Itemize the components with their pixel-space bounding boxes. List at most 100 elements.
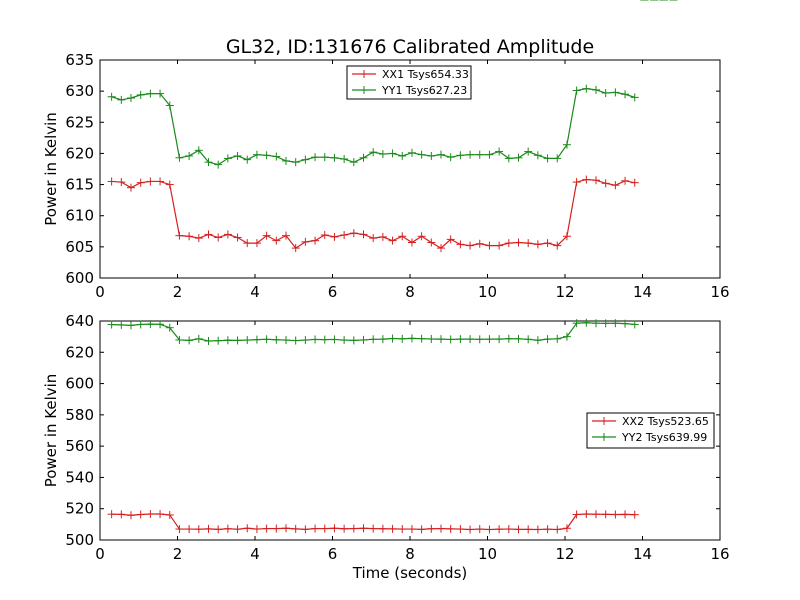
data-point xyxy=(252,150,261,159)
data-point xyxy=(185,525,194,534)
data-point xyxy=(165,510,174,519)
data-point xyxy=(582,175,591,184)
data-point xyxy=(214,233,223,242)
data-point xyxy=(233,525,242,534)
data-point xyxy=(388,524,397,533)
data-point xyxy=(417,150,426,159)
data-point xyxy=(601,319,610,328)
data-point xyxy=(427,238,436,247)
data-point xyxy=(592,176,600,185)
data-point xyxy=(572,178,581,187)
x-tick-label: 8 xyxy=(405,545,415,563)
data-point xyxy=(175,153,184,162)
data-point xyxy=(369,148,378,157)
x-tick-label: 14 xyxy=(633,545,652,563)
y-tick-label: 540 xyxy=(65,468,94,486)
data-point xyxy=(621,176,630,185)
data-point xyxy=(398,525,407,534)
data-point xyxy=(233,233,242,242)
data-point xyxy=(533,336,542,345)
legend: XX1 Tsys654.33 YY1 Tsys627.23 xyxy=(346,65,472,100)
series-yy xyxy=(107,0,678,346)
legend: XX2 Tsys523.65 YY2 Tsys639.99 xyxy=(586,412,715,449)
data-point xyxy=(543,239,552,248)
data-point xyxy=(446,235,455,244)
data-point xyxy=(349,229,358,238)
data-point xyxy=(282,156,290,165)
x-tick-label: 0 xyxy=(95,283,105,301)
data-point xyxy=(194,146,203,155)
data-point xyxy=(456,151,465,160)
data-point xyxy=(562,332,571,341)
data-point xyxy=(485,335,494,344)
data-point xyxy=(204,230,213,239)
data-point xyxy=(514,238,523,247)
data-point xyxy=(524,147,533,156)
data-point xyxy=(117,320,126,329)
data-point xyxy=(456,335,465,344)
x-tick-label: 16 xyxy=(710,545,729,563)
data-point xyxy=(185,232,194,241)
data-point xyxy=(311,335,320,344)
x-tick-label: 4 xyxy=(250,283,260,301)
data-point xyxy=(456,240,465,249)
data-point xyxy=(282,524,290,533)
data-point xyxy=(243,239,252,248)
data-point xyxy=(320,335,329,344)
data-point xyxy=(349,158,358,167)
legend-label: XX2 Tsys523.65 xyxy=(622,415,709,428)
data-point xyxy=(359,335,368,344)
data-point xyxy=(330,153,339,162)
x-tick-label: 6 xyxy=(328,545,338,563)
data-point xyxy=(621,90,630,99)
data-point xyxy=(543,525,552,534)
x-tick-label: 6 xyxy=(328,283,338,301)
data-point xyxy=(630,93,639,102)
data-point xyxy=(204,337,213,346)
data-point xyxy=(485,241,494,250)
data-point xyxy=(369,234,378,243)
series-xx xyxy=(107,0,678,534)
data-point xyxy=(446,153,455,162)
data-point xyxy=(601,89,610,98)
data-point xyxy=(301,336,310,345)
data-point xyxy=(524,525,533,534)
data-point xyxy=(320,153,329,162)
data-point xyxy=(378,335,387,344)
x-tick-label: 12 xyxy=(555,545,574,563)
y-tick-label: 620 xyxy=(65,144,94,162)
data-point xyxy=(407,148,416,157)
data-point xyxy=(378,150,387,159)
data-point xyxy=(136,320,145,329)
x-axis-title: Time (seconds) xyxy=(352,564,468,582)
data-point xyxy=(601,510,610,519)
data-point xyxy=(514,153,523,162)
data-point xyxy=(165,180,174,189)
data-point xyxy=(592,319,600,328)
data-point xyxy=(243,524,252,533)
x-tick-label: 14 xyxy=(633,283,652,301)
data-point xyxy=(117,178,126,187)
data-point xyxy=(621,510,630,519)
data-point xyxy=(330,524,339,533)
data-point xyxy=(437,524,445,533)
data-point xyxy=(291,244,300,253)
x-tick-label: 2 xyxy=(173,283,183,301)
data-point xyxy=(466,525,475,534)
data-point xyxy=(601,179,610,188)
data-point xyxy=(107,510,116,519)
data-point xyxy=(282,336,290,345)
data-point xyxy=(466,241,475,250)
data-point xyxy=(630,510,639,519)
data-point xyxy=(437,335,445,344)
series-yy xyxy=(107,0,678,169)
y-tick-label: 560 xyxy=(65,437,94,455)
y-tick-label: 640 xyxy=(65,312,94,330)
legend-box xyxy=(586,412,715,449)
data-point xyxy=(398,334,407,343)
data-point xyxy=(398,151,407,160)
legend-label: YY1 Tsys627.23 xyxy=(381,84,467,97)
x-tick-label: 0 xyxy=(95,545,105,563)
legend-box xyxy=(346,65,472,100)
y-tick-label: 630 xyxy=(65,82,94,100)
